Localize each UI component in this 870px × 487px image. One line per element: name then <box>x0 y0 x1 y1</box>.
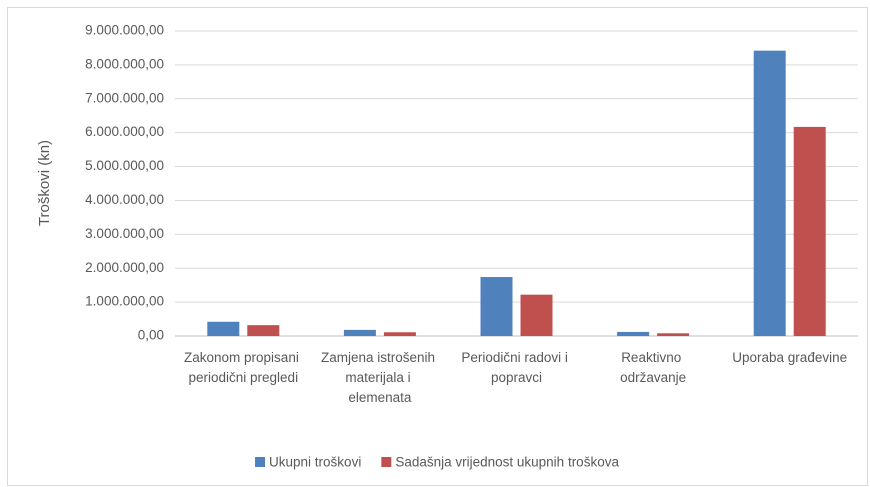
bar <box>753 50 786 337</box>
y-tick-label: 0,00 <box>138 328 164 343</box>
x-tick-label: Reaktivno održavanje <box>620 350 686 385</box>
chart-border <box>7 7 868 486</box>
bar <box>617 331 650 336</box>
bar <box>207 321 240 336</box>
legend-label: Ukupni troškovi <box>269 455 361 470</box>
x-tick-label: Uporaba građevine <box>732 350 847 365</box>
bar <box>343 329 376 336</box>
bar <box>383 332 416 336</box>
legend-label: Sadašnja vrijednost ukupnih troškova <box>395 455 619 470</box>
y-tick-label: 6.000.000,00 <box>85 124 164 139</box>
y-tick-label: 4.000.000,00 <box>85 192 164 207</box>
bar <box>247 325 280 336</box>
legend-swatch <box>255 457 266 467</box>
bar <box>657 333 690 336</box>
legend-swatch <box>381 457 392 467</box>
bar <box>520 294 553 336</box>
bar <box>480 277 513 336</box>
y-tick-label: 3.000.000,00 <box>85 226 164 241</box>
y-axis-title: Troškovi (kn) <box>36 140 53 226</box>
y-tick-label: 7.000.000,00 <box>85 90 164 105</box>
y-tick-label: 8.000.000,00 <box>85 56 164 71</box>
y-tick-label: 9.000.000,00 <box>85 23 164 38</box>
y-tick-label: 2.000.000,00 <box>85 260 164 275</box>
x-tick-label: Periodični radovi i popravci <box>461 350 571 385</box>
y-tick-label: 1.000.000,00 <box>85 294 164 309</box>
x-tick-label: Zamjena istrošenih materijala i elemenat… <box>321 350 439 405</box>
y-tick-label: 5.000.000,00 <box>85 158 164 173</box>
bar <box>793 126 826 337</box>
x-tick-label: Zakonom propisani periodični pregledi <box>184 350 303 385</box>
